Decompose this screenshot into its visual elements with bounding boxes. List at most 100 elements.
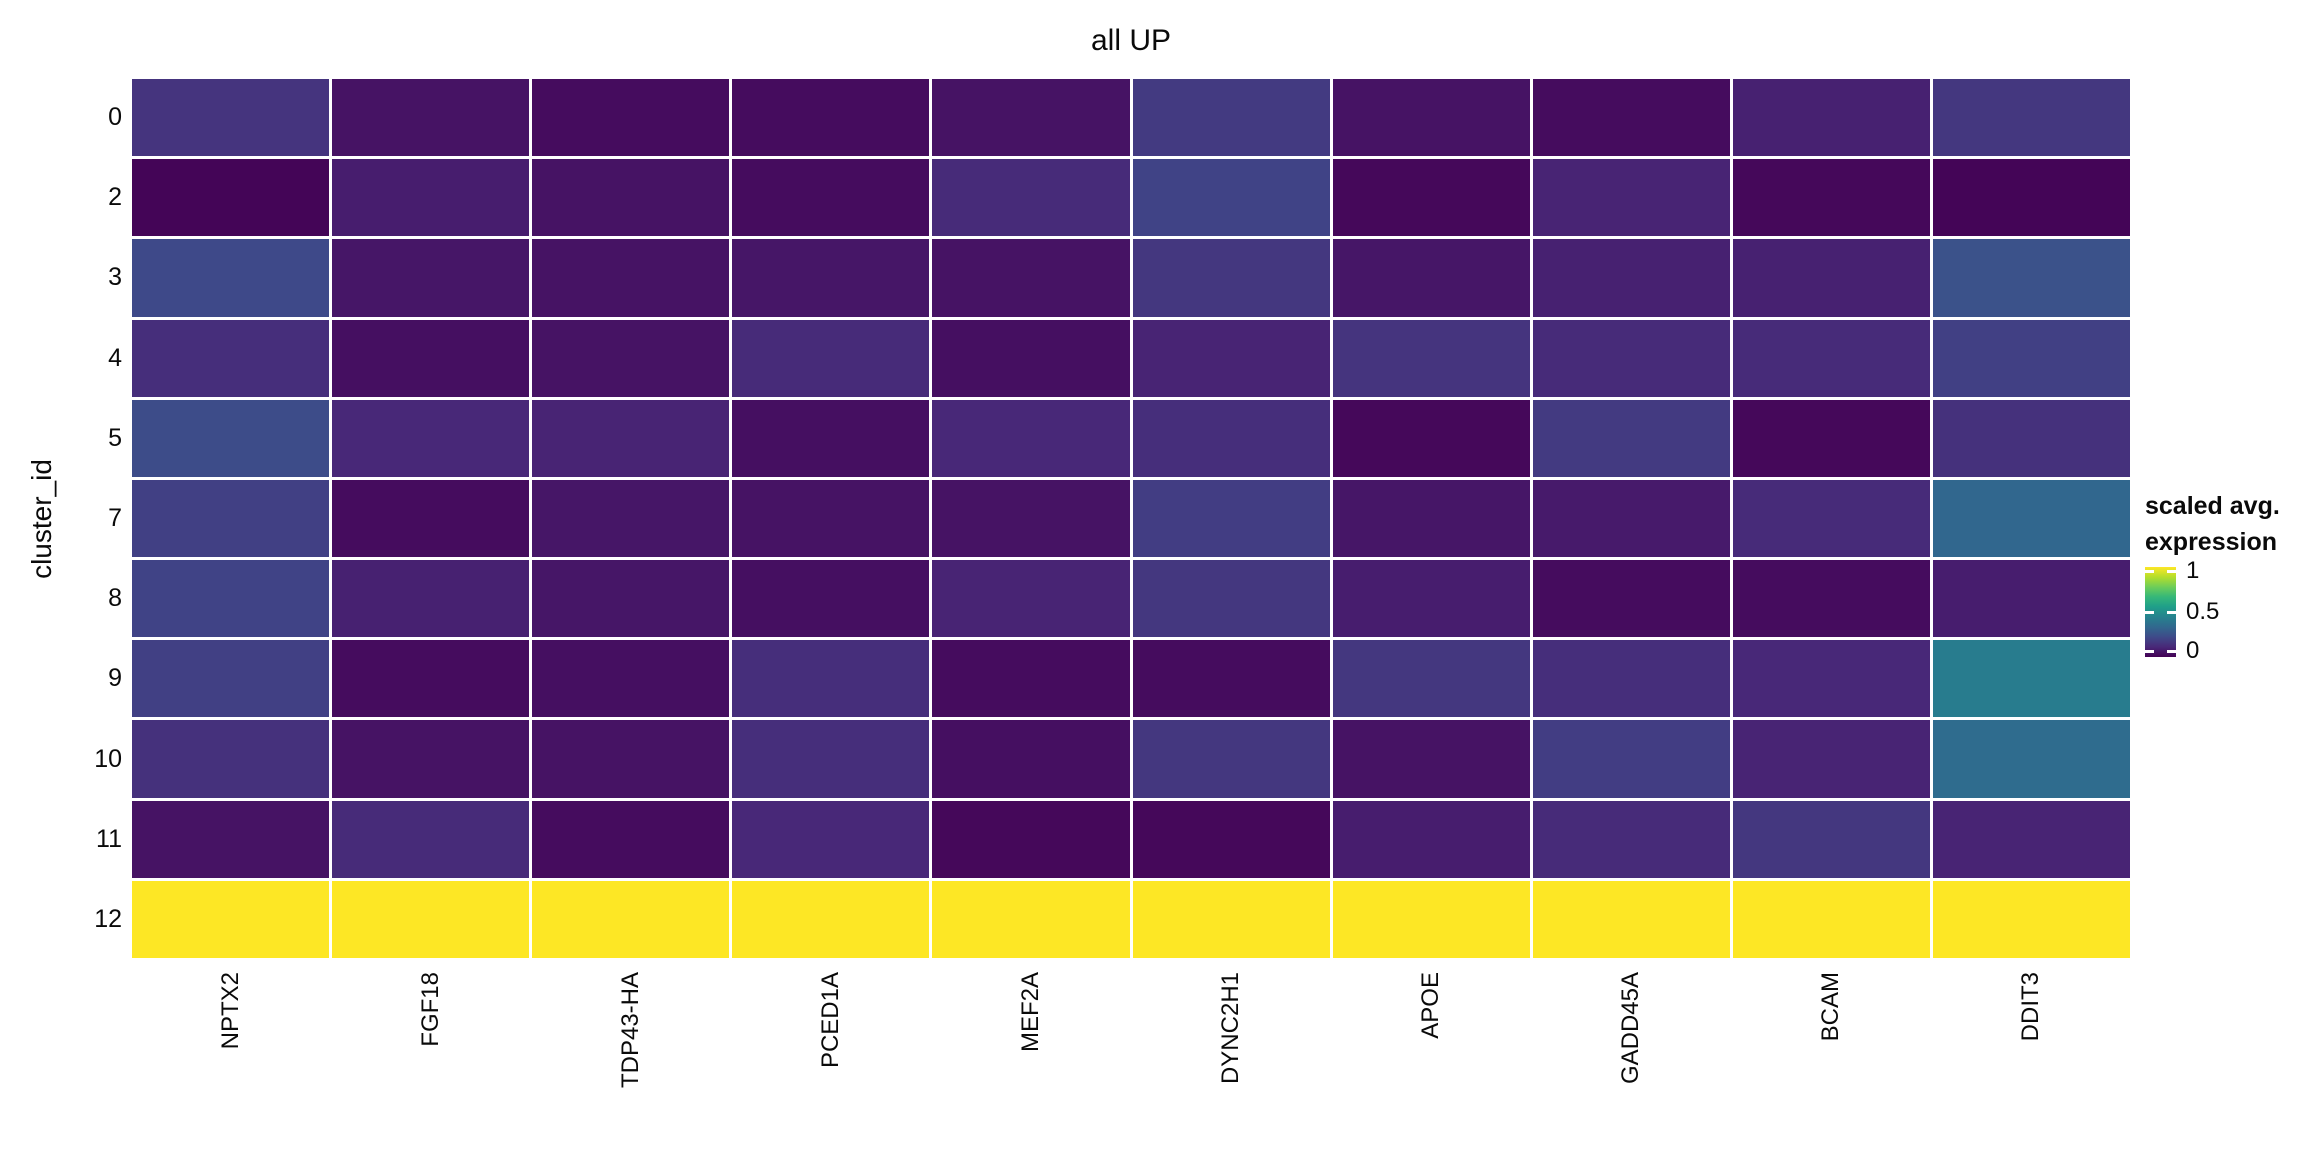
x-tick-label-slot: BCAM [1733, 958, 1930, 1148]
heatmap-cell [332, 880, 530, 958]
heatmap-cell [1132, 79, 1330, 157]
heatmap-grid [132, 79, 2130, 958]
heatmap-cell [1132, 479, 1330, 558]
x-tick-label: GADD45A [1617, 972, 1645, 1085]
heatmap-cell [1532, 79, 1730, 157]
x-tick-label-slot: APOE [1333, 958, 1530, 1148]
heatmap-cell [132, 720, 330, 798]
heatmap-cell [332, 640, 530, 718]
heatmap-cell [532, 880, 730, 958]
heatmap-cell [332, 800, 530, 878]
x-tick-label-slot: GADD45A [1533, 958, 1730, 1148]
heatmap-cell [732, 239, 930, 317]
heatmap-cell [1932, 79, 2130, 157]
heatmap-cell [1732, 159, 1930, 237]
heatmap-cell [332, 159, 530, 237]
x-tick-label: NPTX2 [216, 972, 244, 1050]
heatmap-cell [1932, 720, 2130, 798]
chart-title: all UP [1090, 24, 1172, 57]
heatmap-cell [332, 319, 530, 397]
heatmap-cell [1132, 319, 1330, 397]
x-tick-label-slot: TDP43-HA [532, 958, 729, 1148]
heatmap-cell [1132, 399, 1330, 477]
y-tick-label: 4 [108, 343, 122, 372]
y-tick-label: 2 [108, 183, 122, 212]
heatmap-cell [932, 800, 1130, 878]
heatmap-cell [132, 479, 330, 558]
heatmap-cell [1332, 560, 1530, 638]
x-tick-label-slot: FGF18 [332, 958, 529, 1148]
heatmap-cell [732, 880, 930, 958]
heatmap-cell [932, 79, 1130, 157]
heatmap-cell [1332, 800, 1530, 878]
x-tick-label: FGF18 [416, 972, 444, 1047]
heatmap-cell [1532, 720, 1730, 798]
heatmap-cell [932, 720, 1130, 798]
heatmap-cell [732, 79, 930, 157]
heatmap-cell [532, 239, 730, 317]
heatmap-cell [1332, 159, 1530, 237]
heatmap-cell [532, 479, 730, 558]
heatmap-cell [1532, 399, 1730, 477]
heatmap-cell [1532, 880, 1730, 958]
y-tick-label: 8 [108, 584, 122, 613]
heatmap-cell [1332, 720, 1530, 798]
heatmap-cell [532, 79, 730, 157]
heatmap-cell [132, 239, 330, 317]
heatmap-cell [1932, 319, 2130, 397]
heatmap-cell [332, 399, 530, 477]
heatmap-cell [932, 239, 1130, 317]
legend-tick-mark [2167, 650, 2176, 653]
heatmap-cell [732, 560, 930, 638]
y-tick-label: 11 [96, 824, 122, 853]
heatmap-cell [1132, 800, 1330, 878]
legend-tick-mark [2145, 650, 2154, 653]
heatmap-cell [732, 720, 930, 798]
legend-title: scaled avg. expression [2145, 492, 2280, 556]
heatmap-cell [932, 640, 1130, 718]
heatmap-cell [1932, 640, 2130, 718]
y-axis-tick-labels: 0 2 3 4 5 7 8 9 10 11 12 [0, 79, 122, 958]
heatmap-cell [332, 560, 530, 638]
heatmap-cell [1732, 880, 1930, 958]
x-tick-label: MEF2A [1016, 972, 1044, 1053]
heatmap-cell [1532, 479, 1730, 558]
heatmap-cell [1332, 880, 1530, 958]
heatmap-cell [732, 800, 930, 878]
legend-tick-label: 0 [2186, 637, 2200, 664]
heatmap-cell [732, 159, 930, 237]
heatmap-cell [932, 880, 1130, 958]
x-tick-label-slot: PCED1A [732, 958, 929, 1148]
y-tick-label: 3 [108, 263, 122, 292]
heatmap-cell [1332, 319, 1530, 397]
heatmap-cell [732, 399, 930, 477]
heatmap-cell [532, 319, 730, 397]
heatmap-cell [1532, 800, 1730, 878]
heatmap-cell [1732, 239, 1930, 317]
heatmap-cell [332, 479, 530, 558]
heatmap-cell [932, 159, 1130, 237]
heatmap-cell [732, 319, 930, 397]
heatmap-cell [132, 800, 330, 878]
heatmap-cell [132, 159, 330, 237]
heatmap-cell [1532, 319, 1730, 397]
heatmap-cell [1132, 880, 1330, 958]
heatmap-cell [1732, 319, 1930, 397]
heatmap-cell [132, 560, 330, 638]
heatmap-cell [332, 79, 530, 157]
y-tick-label: 0 [108, 103, 122, 132]
heatmap-cell [1532, 560, 1730, 638]
heatmap-cell [132, 880, 330, 958]
heatmap-cell [1332, 479, 1530, 558]
heatmap-cell [932, 479, 1130, 558]
heatmap-cell [1332, 239, 1530, 317]
heatmap-cell [932, 399, 1130, 477]
legend-tick-mark [2145, 611, 2154, 614]
x-tick-label: BCAM [1817, 972, 1845, 1042]
x-tick-label: DDIT3 [2017, 972, 2045, 1042]
heatmap-cell [1932, 880, 2130, 958]
x-tick-label: PCED1A [816, 972, 844, 1069]
heatmap-cell [1732, 640, 1930, 718]
heatmap-cell [1932, 560, 2130, 638]
heatmap-cell [532, 159, 730, 237]
